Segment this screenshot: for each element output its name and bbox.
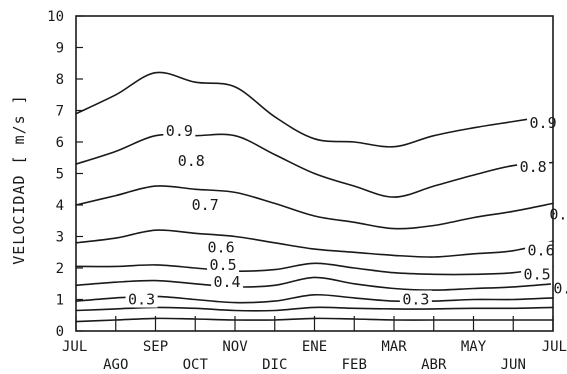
x-tick-label: JUN xyxy=(501,357,526,373)
curve-label-background xyxy=(399,290,432,308)
x-tick-label: MAR xyxy=(381,339,407,355)
curve-label-background xyxy=(189,196,222,213)
y-tick-label: 4 xyxy=(56,198,64,214)
ticks-layer: 0 1 2 3 4 5 6 7 8 9 10 JUL AGO SEP OCT NOV DIC ENE FEB MAR A… xyxy=(47,9,567,373)
y-tick-label: 2 xyxy=(56,261,64,277)
curve-label: 0.6 xyxy=(528,242,555,260)
curve-label-background xyxy=(163,121,196,139)
curve-label-background xyxy=(175,151,208,169)
series-line-7 xyxy=(75,133,554,198)
y-tick-label: 0 xyxy=(56,324,64,340)
curve-label-background xyxy=(525,241,558,259)
y-tick-label: 6 xyxy=(56,135,64,151)
curve-label: 0.4 xyxy=(553,279,567,297)
curve-label: 0.8 xyxy=(520,158,547,176)
curve-label: 0.5 xyxy=(210,256,237,274)
curve-label: 0.5 xyxy=(524,265,551,283)
curve-label: 0.9 xyxy=(166,122,193,140)
x-tick-label: JUL xyxy=(62,339,87,355)
curve-label-background xyxy=(207,255,240,273)
x-tick-label: ENE xyxy=(302,339,327,355)
curve-label: 0.6 xyxy=(208,239,235,257)
x-tick-label: FEB xyxy=(342,357,367,373)
series-line-8 xyxy=(75,71,554,148)
plot-frame xyxy=(75,15,554,332)
y-axis-title: VELOCIDAD [ m/s ] xyxy=(10,94,28,265)
series-line-3 xyxy=(75,276,554,291)
curve-label-background xyxy=(517,158,550,176)
curves-layer xyxy=(75,71,554,323)
y-tick-label: 8 xyxy=(56,72,64,88)
y-tick-label: 9 xyxy=(56,41,64,57)
y-tick-label: 1 xyxy=(56,293,64,309)
series-line-4 xyxy=(75,262,554,276)
series-line-5 xyxy=(75,229,554,258)
x-tick-label: OCT xyxy=(183,357,209,373)
curve-label: 0.8 xyxy=(178,152,205,170)
curve-labels-layer: 0.90.90.80.80.70.70.60.60.50.50.40.40.30… xyxy=(125,114,567,309)
y-tick-label: 10 xyxy=(47,9,64,25)
x-tick-label: ABR xyxy=(421,357,447,373)
x-tick-label: JUL xyxy=(542,339,567,355)
curve-label-background xyxy=(205,238,238,256)
x-tick-label: NOV xyxy=(222,339,248,355)
curve-label: 0.3 xyxy=(402,291,429,309)
curve-label: 0.7 xyxy=(549,205,567,223)
y-tick-label: 3 xyxy=(56,230,64,246)
curve-label-background xyxy=(521,265,554,283)
x-tick-label: SEP xyxy=(143,339,168,355)
curve-label-background xyxy=(527,114,560,132)
curve-label-background xyxy=(546,205,567,223)
x-tick-label: AGO xyxy=(103,357,128,373)
curve-label: 0.7 xyxy=(192,196,219,214)
curve-label: 0.3 xyxy=(128,291,155,309)
curve-label: 0.9 xyxy=(530,114,557,132)
curve-label: 0.4 xyxy=(214,273,241,291)
curve-label-background xyxy=(211,273,244,291)
x-tick-label: MAY xyxy=(461,339,487,355)
curve-label-background xyxy=(125,290,158,308)
y-tick-label: 7 xyxy=(56,104,64,120)
x-tick-label: DIC xyxy=(262,357,287,373)
curve-label-background xyxy=(550,279,567,297)
series-line-6 xyxy=(75,185,554,230)
y-tick-label: 5 xyxy=(56,167,64,183)
